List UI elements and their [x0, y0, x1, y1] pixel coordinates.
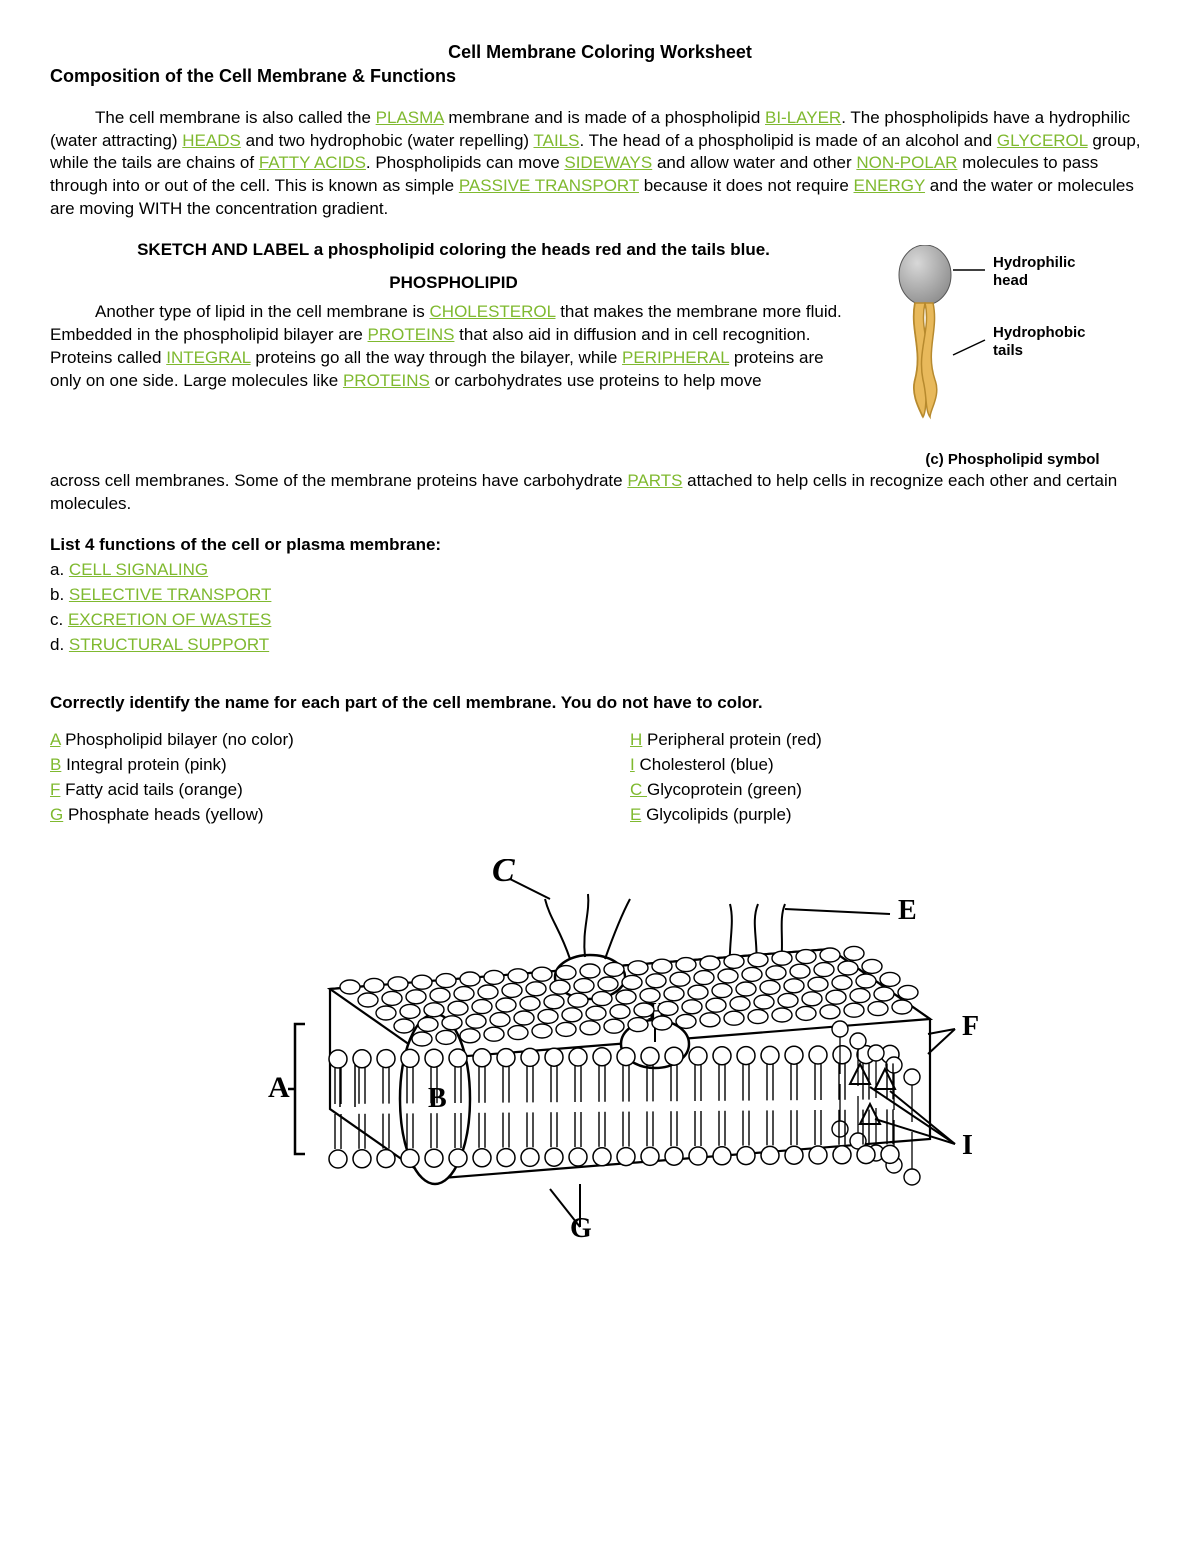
p2-t6b: across cell membranes. Some of the membr…: [50, 471, 627, 490]
svg-text:G: G: [570, 1213, 592, 1239]
p1-t7: . Phospholipids can move: [366, 153, 564, 172]
id-g-letter: G: [50, 805, 63, 824]
id-f: F Fatty acid tails (orange): [50, 779, 570, 802]
id-h: H Peripheral protein (red): [630, 729, 1150, 752]
id-c: C Glycoprotein (green): [630, 779, 1150, 802]
p1-t4: and two hydrophobic (water repelling): [241, 131, 534, 150]
worksheet-title: Cell Membrane Coloring Worksheet: [50, 40, 1150, 64]
fn-c-letter: c.: [50, 610, 63, 629]
id-a-text: Phospholipid bilayer (no color): [60, 730, 293, 749]
fn-d-text: STRUCTURAL SUPPORT: [69, 635, 269, 654]
functions-prompt: List 4 functions of the cell or plasma m…: [50, 534, 1150, 557]
p2-t1: Another type of lipid in the cell membra…: [95, 302, 430, 321]
id-e-letter: E: [630, 805, 641, 824]
fn-c-text: EXCRETION OF WASTES: [68, 610, 271, 629]
blank-sideways: SIDEWAYS: [564, 153, 652, 172]
fn-a-text: CELL SIGNALING: [69, 560, 208, 579]
membrane-diagram: A B C E F G H I: [50, 859, 1150, 1246]
phospholipid-figure: Hydrophilic head Hydrophobic tails (c) P…: [875, 239, 1150, 470]
id-c-letter: C: [630, 780, 647, 799]
blank-plasma: PLASMA: [376, 108, 444, 127]
id-b: B Integral protein (pink): [50, 754, 570, 777]
fig-head-label-1: Hydrophilic: [993, 254, 1076, 271]
blank-parts: PARTS: [627, 471, 682, 490]
blank-bilayer: BI-LAYER: [765, 108, 841, 127]
p2-continue: across cell membranes. Some of the membr…: [50, 470, 1150, 516]
identify-prompt: Correctly identify the name for each par…: [50, 692, 1150, 715]
membrane-diagram-icon: A B C E F G H I: [210, 859, 990, 1239]
paragraph-1: The cell membrane is also called the PLA…: [50, 107, 1150, 222]
blank-tails: TAILS: [533, 131, 579, 150]
id-f-text: Fatty acid tails (orange): [60, 780, 242, 799]
blank-fatty-acids: FATTY ACIDS: [259, 153, 366, 172]
function-b: b. SELECTIVE TRANSPORT: [50, 584, 1150, 607]
phospholipid-icon: Hydrophilic head Hydrophobic tails: [875, 245, 1145, 435]
p2-t4: proteins go all the way through the bila…: [251, 348, 622, 367]
id-a-letter: A: [50, 730, 60, 749]
sketch-instruction: SKETCH AND LABEL a phospholipid coloring…: [50, 239, 857, 262]
id-h-text: Peripheral protein (red): [642, 730, 822, 749]
fn-b-text: SELECTIVE TRANSPORT: [69, 585, 271, 604]
svg-text:I: I: [962, 1130, 973, 1161]
fn-d-letter: d.: [50, 635, 64, 654]
blank-energy: ENERGY: [854, 176, 926, 195]
p1-t8: and allow water and other: [652, 153, 856, 172]
id-g: G Phosphate heads (yellow): [50, 804, 570, 827]
fig-head-label-2: head: [993, 272, 1028, 289]
id-b-text: Integral protein (pink): [61, 755, 226, 774]
p1-t5: . The head of a phospholipid is made of …: [579, 131, 996, 150]
p1-t2: membrane and is made of a phospholipid: [444, 108, 765, 127]
identify-right-col: H Peripheral protein (red) I Cholesterol…: [630, 727, 1150, 829]
fn-a-letter: a.: [50, 560, 64, 579]
phospholipid-caption: (c) Phospholipid symbol: [875, 450, 1150, 470]
function-a: a. CELL SIGNALING: [50, 559, 1150, 582]
p1-t1: The cell membrane is also called the: [95, 108, 376, 127]
function-c: c. EXCRETION OF WASTES: [50, 609, 1150, 632]
id-h-letter: H: [630, 730, 642, 749]
fn-b-letter: b.: [50, 585, 64, 604]
blank-glycerol: GLYCEROL: [997, 131, 1088, 150]
identify-left-col: A Phospholipid bilayer (no color) B Inte…: [50, 727, 570, 829]
id-f-letter: F: [50, 780, 60, 799]
blank-peripheral: PERIPHERAL: [622, 348, 729, 367]
id-g-text: Phosphate heads (yellow): [63, 805, 263, 824]
function-d: d. STRUCTURAL SUPPORT: [50, 634, 1150, 657]
blank-heads: HEADS: [182, 131, 241, 150]
fig-tail-label-1: Hydrophobic: [993, 324, 1086, 341]
blank-proteins2: PROTEINS: [343, 371, 430, 390]
p2-t6a: or carbohydrates use proteins to help mo…: [430, 371, 762, 390]
id-e-text: Glycolipids (purple): [641, 805, 791, 824]
worksheet-subtitle: Composition of the Cell Membrane & Funct…: [50, 64, 1150, 88]
blank-cholesterol: CHOLESTEROL: [430, 302, 556, 321]
svg-text:A: A: [268, 1071, 290, 1104]
svg-text:F: F: [962, 1011, 979, 1042]
fig-tail-label-2: tails: [993, 342, 1023, 359]
id-i-text: Cholesterol (blue): [635, 755, 774, 774]
blank-nonpolar: NON-POLAR: [856, 153, 957, 172]
phospholipid-heading: PHOSPHOLIPID: [50, 272, 857, 295]
id-c-text: Glycoprotein (green): [647, 780, 802, 799]
id-a: A Phospholipid bilayer (no color): [50, 729, 570, 752]
blank-integral: INTEGRAL: [166, 348, 250, 367]
id-b-letter: B: [50, 755, 61, 774]
p1-t10: because it does not require: [639, 176, 854, 195]
blank-passive: PASSIVE TRANSPORT: [459, 176, 639, 195]
blank-proteins1: PROTEINS: [368, 325, 455, 344]
id-i: I Cholesterol (blue): [630, 754, 1150, 777]
svg-text:C: C: [492, 859, 515, 889]
id-e: E Glycolipids (purple): [630, 804, 1150, 827]
svg-text:E: E: [898, 895, 917, 926]
